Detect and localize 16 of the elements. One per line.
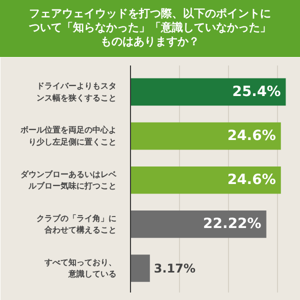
y-tick-label: ボール位置を両足の中心より少し左足側に置くこと: [20, 124, 116, 146]
data-label: 25.4%: [232, 84, 281, 100]
chart-title: フェアウェイウッドを打つ際、以下のポイントについて「知らなかった」「意識していなかった」ものはありますか？: [28, 7, 272, 48]
bar: [130, 254, 150, 282]
y-tick-label: すべて知っており、意識している: [44, 258, 116, 279]
bar: [130, 78, 286, 106]
bar: [130, 210, 266, 238]
bar: [130, 122, 281, 150]
data-label: 22.22%: [203, 216, 262, 232]
data-label: 3.17%: [154, 261, 196, 276]
y-tick-label: クラブの「ライ角」に合わせて構えること: [36, 214, 116, 235]
data-label: 24.6%: [227, 172, 276, 188]
y-tick-label: ドライバーよりもスタンス幅を狭くすること: [36, 82, 116, 102]
bar: [130, 166, 281, 194]
data-label: 24.6%: [227, 128, 276, 144]
y-tick-label: ダウンブローあるいはレベルブロー気味に打つこと: [20, 170, 118, 190]
